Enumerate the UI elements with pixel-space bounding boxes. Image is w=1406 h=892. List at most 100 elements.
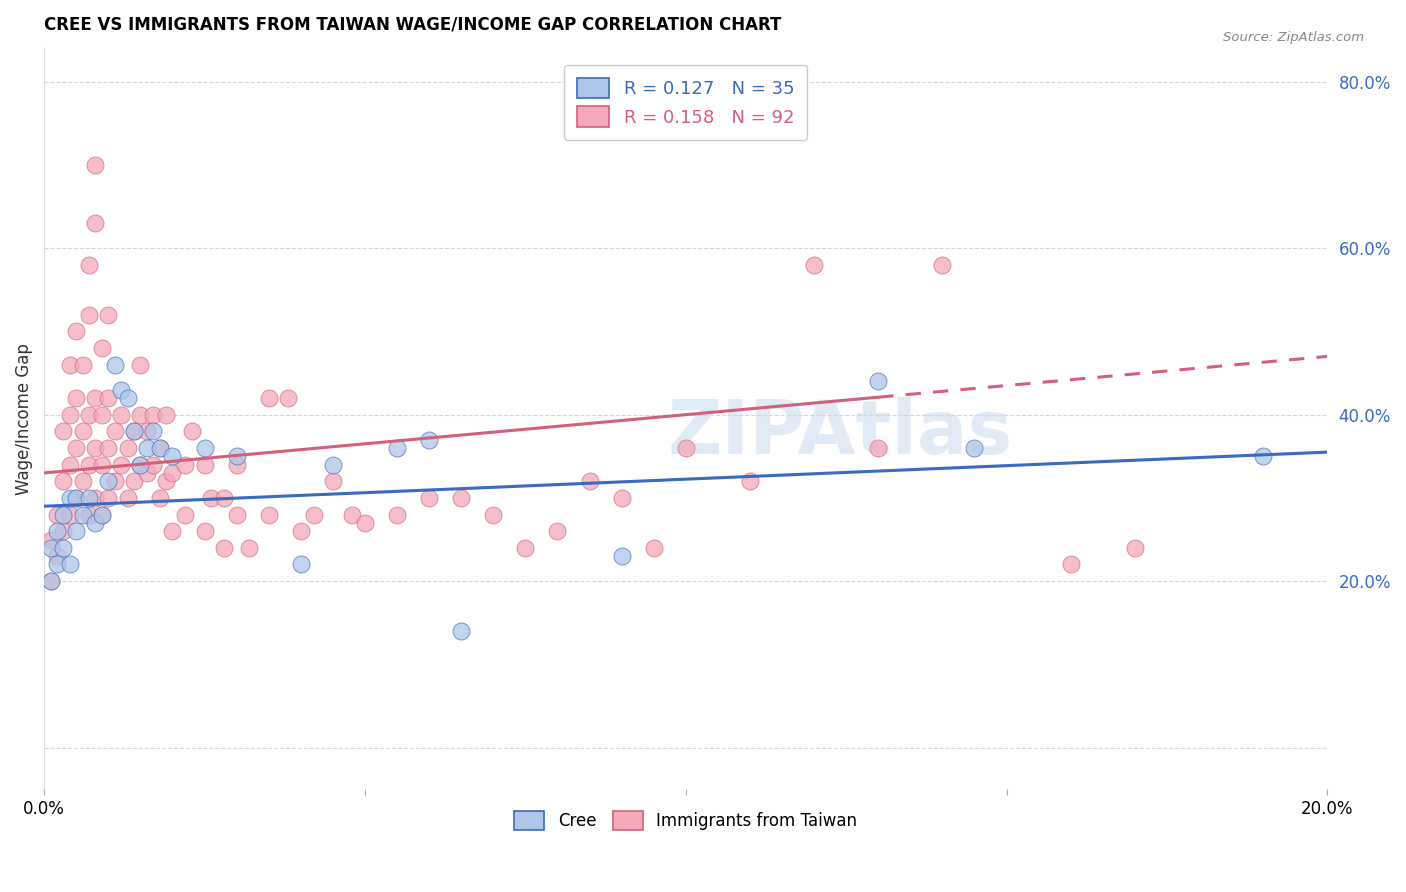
Point [52, 425, 75, 439]
Point [77, 491, 100, 505]
Point [65, 491, 87, 505]
Point [52, 508, 75, 522]
Point [578, 475, 600, 489]
Point [104, 425, 127, 439]
Point [155, 475, 177, 489]
Point [77, 458, 100, 472]
Point [290, 558, 312, 572]
Point [65, 491, 87, 505]
Point [84, 491, 107, 505]
Point [90, 458, 112, 472]
Point [385, 441, 408, 455]
Point [65, 391, 87, 405]
Point [122, 425, 145, 439]
Point [122, 425, 145, 439]
Point [546, 524, 568, 539]
Point [385, 508, 408, 522]
Point [149, 491, 172, 505]
Y-axis label: Wage/Income Gap: Wage/Income Gap [15, 343, 32, 495]
Point [117, 391, 139, 405]
Point [39, 533, 62, 547]
Point [450, 624, 472, 638]
Point [200, 491, 222, 505]
Point [1251, 450, 1274, 464]
Point [52, 541, 75, 555]
Point [212, 541, 235, 555]
Point [225, 508, 247, 522]
Point [90, 508, 112, 522]
Point [135, 425, 157, 439]
Point [418, 491, 440, 505]
Point [59, 558, 82, 572]
Point [77, 408, 100, 422]
Point [77, 258, 100, 272]
Point [97, 391, 120, 405]
Point [122, 475, 145, 489]
Point [418, 433, 440, 447]
Point [149, 441, 172, 455]
Point [59, 358, 82, 372]
Point [354, 516, 377, 530]
Point [142, 408, 165, 422]
Point [46, 549, 69, 564]
Point [72, 475, 94, 489]
Point [963, 441, 986, 455]
Point [225, 458, 247, 472]
Point [129, 458, 152, 472]
Point [238, 541, 260, 555]
Legend: Cree, Immigrants from Taiwan: Cree, Immigrants from Taiwan [508, 804, 863, 837]
Point [482, 508, 505, 522]
Point [65, 325, 87, 339]
Point [174, 458, 197, 472]
Point [193, 441, 215, 455]
Point [1123, 541, 1146, 555]
Point [84, 391, 107, 405]
Point [738, 475, 761, 489]
Point [162, 450, 184, 464]
Point [675, 441, 697, 455]
Point [110, 408, 132, 422]
Point [142, 458, 165, 472]
Point [97, 308, 120, 322]
Point [135, 466, 157, 480]
Point [65, 524, 87, 539]
Point [52, 524, 75, 539]
Point [290, 524, 312, 539]
Point [117, 441, 139, 455]
Text: Source: ZipAtlas.com: Source: ZipAtlas.com [1223, 31, 1364, 45]
Point [46, 508, 69, 522]
Point [97, 441, 120, 455]
Point [868, 441, 890, 455]
Point [77, 308, 100, 322]
Point [302, 508, 325, 522]
Point [84, 516, 107, 530]
Point [104, 358, 127, 372]
Text: CREE VS IMMIGRANTS FROM TAIWAN WAGE/INCOME GAP CORRELATION CHART: CREE VS IMMIGRANTS FROM TAIWAN WAGE/INCO… [44, 15, 782, 33]
Point [225, 450, 247, 464]
Point [59, 408, 82, 422]
Point [257, 508, 280, 522]
Point [129, 458, 152, 472]
Point [90, 508, 112, 522]
Point [322, 458, 344, 472]
Point [1060, 558, 1083, 572]
Text: ZIPAtlas: ZIPAtlas [668, 397, 1012, 470]
Point [450, 491, 472, 505]
Point [84, 441, 107, 455]
Point [129, 358, 152, 372]
Point [257, 391, 280, 405]
Point [104, 475, 127, 489]
Point [84, 216, 107, 230]
Point [90, 341, 112, 355]
Point [277, 391, 299, 405]
Point [162, 524, 184, 539]
Point [72, 508, 94, 522]
Point [110, 458, 132, 472]
Point [149, 441, 172, 455]
Point [193, 458, 215, 472]
Point [610, 549, 633, 564]
Point [135, 441, 157, 455]
Point [322, 475, 344, 489]
Point [72, 425, 94, 439]
Point [142, 425, 165, 439]
